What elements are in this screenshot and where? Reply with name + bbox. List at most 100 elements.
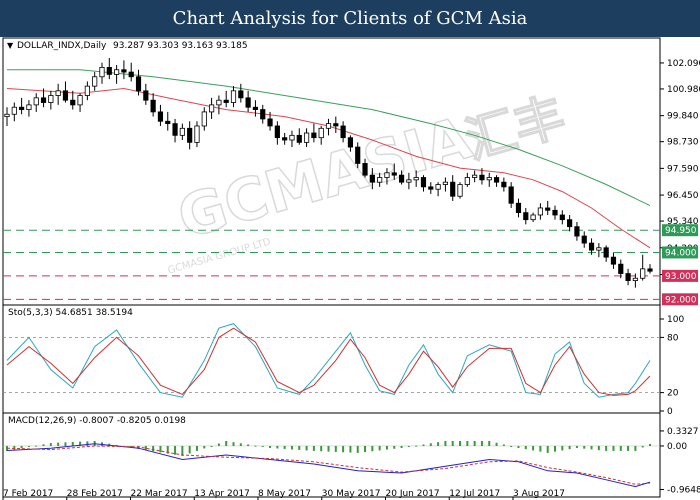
- macd-hist-bar: [568, 445, 571, 450]
- macd-hist-bar: [634, 445, 637, 451]
- candle-body: [618, 263, 624, 274]
- candle-body: [523, 212, 529, 221]
- candle-body: [428, 186, 434, 190]
- macd-hist-bar: [488, 440, 491, 446]
- macd-hist-bar: [649, 443, 651, 446]
- candle-body: [515, 202, 522, 214]
- macd-hist-bar: [203, 445, 206, 449]
- macd-hist-bar: [597, 445, 600, 451]
- macd-hist-bar: [583, 445, 586, 449]
- macd-hist-bar: [217, 443, 220, 446]
- candle-body: [11, 106, 17, 115]
- level-badge: [662, 246, 698, 259]
- macd-hist-bar: [422, 444, 425, 446]
- candle-body: [245, 97, 251, 108]
- candle-body: [347, 137, 354, 148]
- macd-hist-bar: [312, 445, 315, 451]
- macd-hist-bar: [451, 440, 454, 446]
- macd-hist-bar: [327, 445, 330, 452]
- watermark-chinese: 汇丰: [459, 87, 571, 170]
- candle-body: [252, 106, 259, 110]
- candle-body: [135, 76, 142, 92]
- candle-body: [647, 268, 653, 272]
- level-badge: [662, 224, 698, 237]
- candle-body: [19, 106, 25, 110]
- macd-hist-bar: [27, 445, 30, 447]
- candle-body: [508, 186, 514, 204]
- level-badge: [662, 269, 698, 282]
- candle-body: [588, 242, 595, 251]
- macd-hist-bar: [612, 445, 615, 451]
- candle-body: [391, 172, 397, 176]
- macd-hist-bar: [539, 445, 542, 452]
- candle-body: [194, 125, 200, 143]
- candle-body: [33, 97, 39, 106]
- macd-hist-bar: [444, 440, 447, 446]
- candle-body: [486, 177, 492, 181]
- macd-hist-bar: [466, 440, 469, 446]
- candle-body: [121, 69, 127, 73]
- macd-hist-bar: [437, 442, 440, 446]
- candle-body: [362, 163, 368, 176]
- candle-body: [603, 247, 609, 258]
- candle-body: [201, 111, 207, 127]
- macd-hist-bar: [49, 442, 52, 446]
- macd-hist-bar: [334, 445, 337, 452]
- candle-body: [567, 219, 573, 228]
- macd-hist-bar: [480, 440, 483, 446]
- macd-hist-bar: [254, 445, 257, 447]
- macd-hist-bar: [298, 445, 301, 450]
- candle-body: [479, 174, 485, 181]
- macd-hist-bar: [159, 445, 162, 453]
- candle-body: [442, 181, 449, 185]
- candle-body: [208, 104, 215, 113]
- x-tick-label: 28 Feb 2017: [67, 489, 123, 499]
- price-tick-label: 98.730: [667, 138, 699, 148]
- x-tick-label: 12 Jul 2017: [449, 489, 500, 499]
- x-tick-label: 22 Mar 2017: [131, 489, 188, 499]
- x-tick-label: 7 Feb 2017: [3, 489, 53, 499]
- macd-hist-bar: [35, 445, 38, 447]
- candle-body: [70, 99, 76, 106]
- stoch-tick-label: 0: [667, 407, 673, 417]
- level-badge: [662, 293, 698, 306]
- macd-hist-bar: [79, 441, 82, 446]
- chart-ohlc-label: 93.287 93.303 93.163 93.185: [113, 41, 248, 51]
- x-tick-label: 13 Apr 2017: [194, 489, 250, 499]
- price-tick-label: 100.980: [667, 85, 700, 95]
- candle-body: [355, 146, 361, 164]
- page-title: Chart Analysis for Clients of GCM Asia: [0, 0, 700, 37]
- macd-hist-bar: [532, 445, 535, 451]
- macd-hist-bar: [239, 443, 242, 446]
- candle-body: [267, 118, 273, 127]
- candle-body: [501, 181, 507, 188]
- macd-hist-bar: [283, 445, 286, 449]
- candle-body: [187, 127, 193, 143]
- macd-hist-bar: [641, 445, 644, 448]
- candle-body: [530, 214, 536, 221]
- macd-tick-label: 0.3327: [667, 427, 699, 437]
- candle-body: [625, 273, 631, 281]
- candle-body: [55, 90, 61, 96]
- macd-hist-bar: [371, 445, 374, 452]
- macd-hist-bar: [305, 445, 308, 451]
- candle-body: [172, 123, 178, 136]
- candle-body: [230, 90, 237, 103]
- macd-hist-bar: [137, 445, 140, 449]
- candle-body: [559, 214, 565, 221]
- macd-hist-bar: [502, 444, 505, 446]
- candle-body: [106, 66, 112, 75]
- candle-body: [464, 177, 470, 185]
- macd-hist-bar: [130, 445, 133, 448]
- macd-hist-bar: [619, 445, 622, 451]
- macd-hist-bar: [290, 445, 293, 450]
- macd-hist-bar: [393, 445, 396, 449]
- macd-hist-bar: [71, 441, 74, 446]
- macd-hist-bar: [546, 445, 549, 453]
- stoch-main-line: [6, 323, 651, 398]
- macd-hist-bar: [378, 445, 381, 451]
- candle-body: [128, 71, 134, 78]
- macd-hist-bar: [42, 444, 45, 446]
- price-tick-label: 96.450: [667, 191, 699, 201]
- ma-slow-line: [7, 69, 651, 207]
